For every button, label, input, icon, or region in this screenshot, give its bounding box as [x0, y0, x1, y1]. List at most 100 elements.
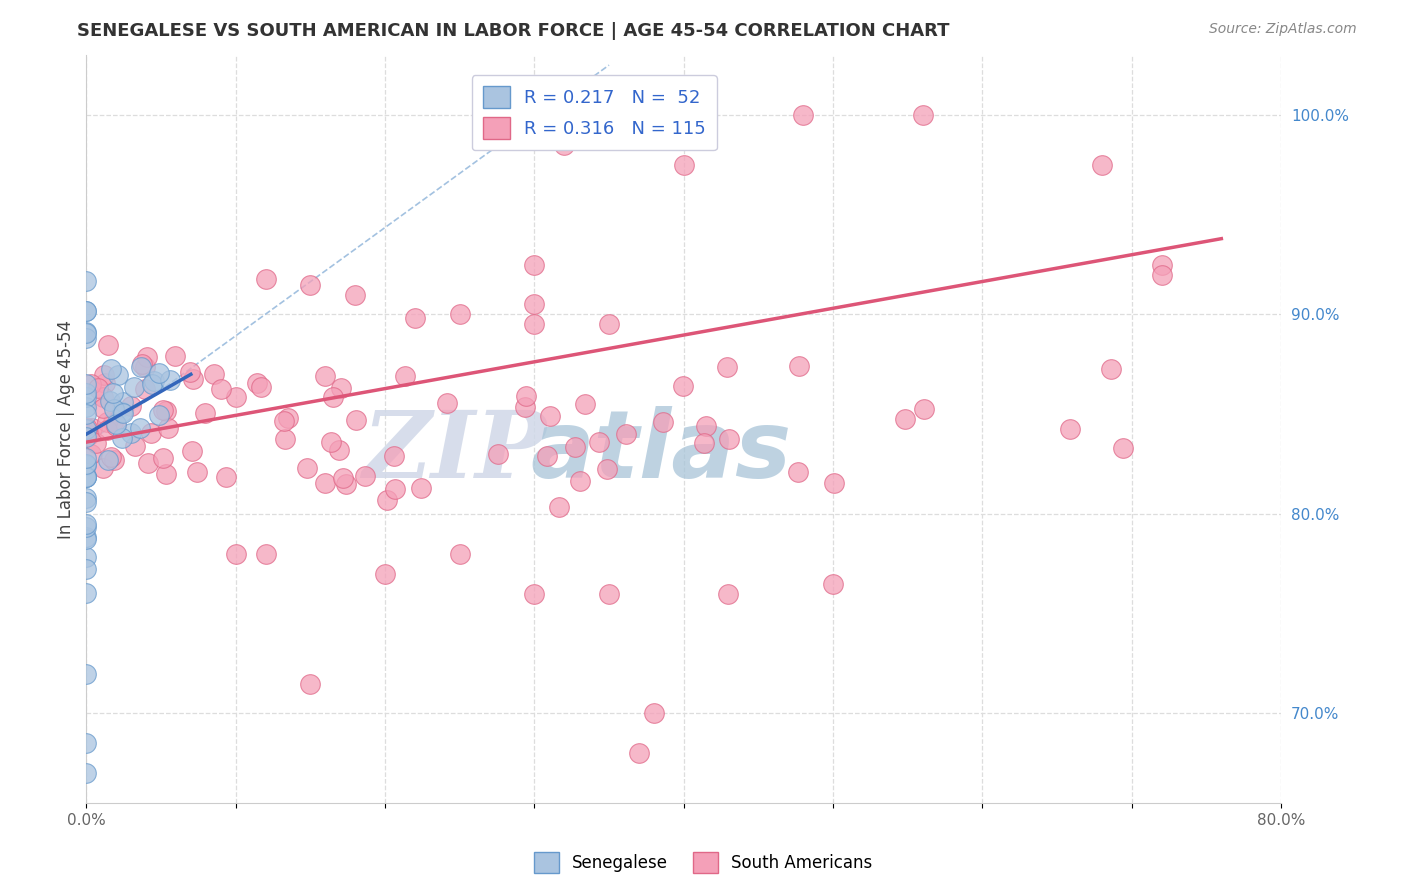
Point [84, 435, 107, 450]
Point [314, 369, 336, 384]
Point [75, 326, 97, 340]
Point [322, 390, 344, 404]
Point [786, 466, 808, 480]
Legend: Senegalese, South Americans: Senegalese, South Americans [527, 846, 879, 880]
Point [792, 108, 814, 122]
Point [87, 381, 110, 395]
Point [75, 666, 97, 681]
Point [111, 405, 134, 419]
Point [129, 359, 152, 374]
Point [596, 462, 619, 476]
Point [139, 425, 162, 440]
Point [375, 492, 398, 507]
Point [98, 393, 121, 408]
Point [548, 500, 571, 515]
Point [141, 377, 163, 392]
Point [515, 389, 537, 403]
Point [225, 547, 247, 561]
Point [536, 449, 558, 463]
Point [1091, 158, 1114, 172]
Point [194, 406, 217, 420]
Point [100, 450, 122, 464]
Point [155, 404, 177, 418]
Point [382, 450, 405, 464]
Point [614, 426, 637, 441]
Point [75, 304, 97, 318]
Point [124, 438, 146, 452]
Point [75, 325, 97, 339]
Point [75, 457, 97, 471]
Point [273, 414, 295, 428]
Point [75, 530, 97, 544]
Point [254, 547, 277, 561]
Y-axis label: In Labor Force | Age 45-54: In Labor Force | Age 45-54 [58, 319, 75, 539]
Point [329, 381, 352, 395]
Point [103, 453, 125, 467]
Point [181, 372, 204, 386]
Point [246, 376, 269, 390]
Point [107, 368, 129, 383]
Point [225, 390, 247, 404]
Point [332, 471, 354, 485]
Point [374, 566, 396, 581]
Point [319, 435, 342, 450]
Point [894, 412, 917, 426]
Point [523, 297, 546, 311]
Point [77, 427, 100, 442]
Point [75, 391, 97, 405]
Point [181, 443, 204, 458]
Point [1150, 258, 1173, 272]
Point [328, 443, 350, 458]
Point [821, 576, 844, 591]
Point [449, 308, 471, 322]
Point [129, 420, 152, 434]
Point [75, 736, 97, 750]
Point [134, 382, 156, 396]
Point [523, 258, 546, 272]
Point [179, 365, 201, 379]
Point [787, 359, 810, 373]
Point [75, 451, 97, 466]
Point [91, 401, 114, 415]
Point [75, 469, 97, 483]
Point [652, 415, 675, 429]
Point [131, 357, 153, 371]
Point [155, 467, 177, 481]
Point [209, 382, 232, 396]
Point [643, 706, 665, 721]
Text: Source: ZipAtlas.com: Source: ZipAtlas.com [1209, 22, 1357, 37]
Point [143, 374, 166, 388]
Point [101, 416, 124, 430]
Point [148, 408, 170, 422]
Point [486, 448, 509, 462]
Point [75, 470, 97, 484]
Point [75, 494, 97, 508]
Point [152, 403, 174, 417]
Point [159, 373, 181, 387]
Point [94, 376, 117, 390]
Point [156, 421, 179, 435]
Point [1099, 361, 1122, 376]
Point [152, 450, 174, 465]
Point [134, 360, 156, 375]
Point [80, 421, 103, 435]
Point [93, 368, 115, 383]
Point [75, 549, 97, 564]
Point [574, 397, 596, 411]
Point [384, 482, 406, 496]
Point [249, 380, 271, 394]
Point [344, 412, 367, 426]
Point [273, 432, 295, 446]
Point [823, 476, 845, 491]
Point [96, 415, 118, 429]
Point [75, 274, 97, 288]
Point [75, 533, 97, 547]
Point [75, 491, 97, 505]
Point [314, 476, 336, 491]
Point [716, 359, 738, 374]
Point [148, 366, 170, 380]
Legend: R = 0.217   N =  52, R = 0.316   N = 115: R = 0.217 N = 52, R = 0.316 N = 115 [471, 76, 717, 150]
Point [911, 108, 934, 122]
Point [75, 586, 97, 600]
Point [404, 311, 426, 326]
